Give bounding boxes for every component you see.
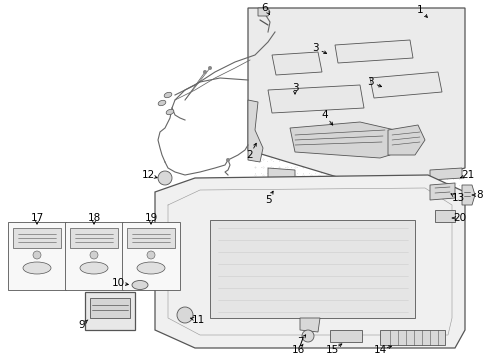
Ellipse shape xyxy=(158,100,166,106)
Text: 1: 1 xyxy=(416,5,423,15)
Ellipse shape xyxy=(164,92,172,98)
Text: 17: 17 xyxy=(30,213,44,223)
Text: 6: 6 xyxy=(262,3,269,13)
Text: 19: 19 xyxy=(145,213,158,223)
Circle shape xyxy=(203,70,207,74)
Text: 18: 18 xyxy=(87,213,100,223)
Text: 16: 16 xyxy=(292,345,305,355)
Polygon shape xyxy=(13,228,61,248)
Text: 2: 2 xyxy=(246,150,253,160)
Text: 3: 3 xyxy=(367,77,373,87)
Text: 11: 11 xyxy=(192,315,205,325)
Polygon shape xyxy=(430,168,462,180)
Circle shape xyxy=(147,251,155,259)
Polygon shape xyxy=(122,222,180,290)
Ellipse shape xyxy=(23,262,51,274)
Circle shape xyxy=(302,330,314,342)
Ellipse shape xyxy=(166,109,174,115)
Circle shape xyxy=(33,251,41,259)
Polygon shape xyxy=(380,330,445,345)
Text: 4: 4 xyxy=(322,110,328,120)
Polygon shape xyxy=(268,168,295,185)
Circle shape xyxy=(177,307,193,323)
Text: 3: 3 xyxy=(312,43,318,53)
Polygon shape xyxy=(462,185,475,205)
Text: 10: 10 xyxy=(111,278,124,288)
Text: 5: 5 xyxy=(265,195,271,205)
Polygon shape xyxy=(290,122,395,158)
Polygon shape xyxy=(155,175,465,348)
Polygon shape xyxy=(435,210,455,222)
Polygon shape xyxy=(65,222,123,290)
Text: 7: 7 xyxy=(296,337,303,347)
Ellipse shape xyxy=(137,262,165,274)
Text: 20: 20 xyxy=(453,213,466,223)
Polygon shape xyxy=(85,292,135,330)
Polygon shape xyxy=(248,100,263,162)
Polygon shape xyxy=(90,298,130,318)
Polygon shape xyxy=(258,8,270,16)
Polygon shape xyxy=(210,220,415,318)
Polygon shape xyxy=(268,85,364,113)
Polygon shape xyxy=(330,330,362,342)
Polygon shape xyxy=(388,125,425,155)
Text: 13: 13 xyxy=(451,193,465,203)
Text: 15: 15 xyxy=(325,345,339,355)
Text: 9: 9 xyxy=(79,320,85,330)
Circle shape xyxy=(208,66,212,70)
Polygon shape xyxy=(370,72,442,98)
Polygon shape xyxy=(272,52,322,75)
Text: 14: 14 xyxy=(373,345,387,355)
Polygon shape xyxy=(430,183,455,200)
Text: 3: 3 xyxy=(292,83,298,93)
Polygon shape xyxy=(300,318,320,332)
Polygon shape xyxy=(127,228,175,248)
Polygon shape xyxy=(70,228,118,248)
Text: 12: 12 xyxy=(142,170,155,180)
Polygon shape xyxy=(335,40,413,63)
Text: 8: 8 xyxy=(477,190,483,200)
Circle shape xyxy=(226,158,230,162)
Polygon shape xyxy=(8,222,66,290)
Circle shape xyxy=(90,251,98,259)
Text: 21: 21 xyxy=(462,170,475,180)
Polygon shape xyxy=(248,8,465,190)
Ellipse shape xyxy=(80,262,108,274)
Circle shape xyxy=(158,171,172,185)
Ellipse shape xyxy=(132,280,148,289)
